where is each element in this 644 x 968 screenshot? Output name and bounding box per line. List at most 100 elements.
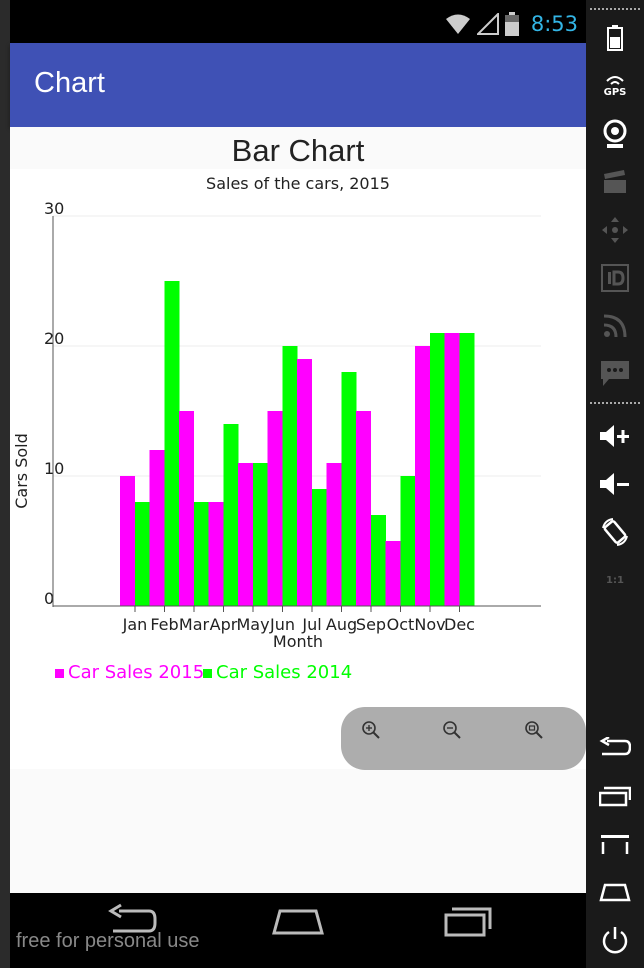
power-button[interactable] (586, 920, 644, 960)
wifi-icon (445, 14, 470, 34)
message-icon (601, 361, 629, 386)
volume-up-icon (600, 425, 629, 447)
cell-signal-icon (476, 13, 499, 35)
id-icon (601, 264, 629, 292)
top-divider (590, 8, 640, 10)
y-tick-label: 20 (44, 329, 64, 348)
middle-divider (590, 402, 640, 404)
chart-subtitle: Sales of the cars, 2015 (206, 174, 390, 193)
home-sidebar-icon (599, 883, 631, 902)
app-bar: Chart (10, 43, 586, 127)
chart-title: Bar Chart (232, 133, 365, 168)
rss-icon (603, 314, 627, 338)
bar-2014-apr (223, 424, 239, 606)
y-tick-labels: 0 10 20 30 (44, 199, 64, 608)
back-sidebar-button[interactable] (586, 728, 644, 768)
x-tick-label: Aug (326, 615, 357, 634)
home-icon[interactable] (270, 903, 326, 939)
zoom-controls (341, 707, 586, 770)
camera-button[interactable] (586, 114, 644, 154)
bar-chart: Bar Chart Sales of the cars, 2015 0 10 20 3… (10, 133, 586, 769)
dpad-button[interactable] (586, 210, 644, 250)
bar-2014-jul (312, 489, 327, 606)
y-tick-label: 0 (44, 589, 54, 608)
chart-content: Bar Chart Sales of the cars, 2015 0 10 20 3… (10, 127, 586, 893)
bar-2015-oct (385, 541, 401, 606)
back-icon[interactable] (105, 903, 157, 939)
status-icons: 8:53 (445, 5, 578, 43)
emulator-sidebar: GPS (586, 0, 644, 968)
bar-2014-may (253, 463, 268, 606)
zoom-reset-icon[interactable] (523, 719, 545, 741)
legend-swatch-2014 (203, 669, 212, 678)
bars-group (120, 281, 475, 606)
x-tick-label: Nov (414, 615, 445, 634)
rotate-icon (602, 518, 628, 546)
bar-2015-aug (326, 463, 342, 606)
power-icon (602, 927, 628, 954)
bar-2015-apr (208, 502, 224, 606)
zoom-in-icon[interactable] (360, 719, 382, 741)
scale-label: 1:1 (606, 574, 624, 586)
volume-down-button[interactable] (586, 464, 644, 504)
x-tick-label: Jan (122, 615, 148, 634)
legend-label-2015: Car Sales 2015 (68, 662, 204, 683)
emulator-screen: 8:53 Chart Bar Chart Sales of the cars, … (10, 0, 586, 968)
menu-sidebar-button[interactable] (586, 824, 644, 864)
app-title: Chart (34, 67, 105, 99)
gps-button[interactable]: GPS (586, 66, 644, 106)
y-tick-label: 10 (44, 459, 64, 478)
webcam-icon (603, 119, 627, 148)
x-tick-label: May (236, 615, 269, 634)
bar-2015-nov (415, 346, 430, 606)
x-tick-label: Dec (444, 615, 475, 634)
menu-icon (601, 835, 629, 854)
recents-sidebar-button[interactable] (586, 776, 644, 816)
bar-2014-mar (194, 502, 209, 606)
x-tick-label: Oct (387, 615, 415, 634)
bar-2014-jun (282, 346, 298, 606)
gps-label: GPS (603, 86, 627, 98)
bar-2014-jan (135, 502, 150, 606)
status-bar: 8:53 (10, 5, 586, 43)
device-id-button[interactable] (586, 258, 644, 298)
legend-swatch-2015 (55, 669, 64, 678)
volume-up-button[interactable] (586, 416, 644, 456)
y-tick-label: 30 (44, 199, 64, 218)
bar-2015-sep (356, 411, 371, 606)
bar-2014-sep (371, 515, 386, 606)
battery-tool-button[interactable] (586, 18, 644, 58)
bar-2015-jun (267, 411, 283, 606)
bar-2015-mar (179, 411, 194, 606)
legend: Car Sales 2015 Car Sales 2014 (55, 662, 352, 683)
bar-2014-oct (400, 476, 416, 606)
screencast-button[interactable] (586, 162, 644, 202)
y-axis-label: Cars Sold (12, 433, 31, 509)
x-tick-label: Feb (150, 615, 178, 634)
clapperboard-icon (604, 170, 626, 193)
scale-button[interactable]: 1:1 (586, 560, 644, 600)
x-axis-label: Month (273, 632, 323, 651)
x-tick-label: Jun (269, 615, 295, 634)
legend-label-2014: Car Sales 2014 (216, 662, 352, 683)
x-tick-label: Sep (356, 615, 386, 634)
battery-icon (504, 12, 519, 36)
recent-apps-icon[interactable] (442, 903, 494, 939)
bar-2014-nov (430, 333, 445, 606)
bar-2014-feb (164, 281, 180, 606)
sms-button[interactable] (586, 354, 644, 394)
zoom-out-icon[interactable] (441, 719, 463, 741)
bar-2014-aug (341, 372, 357, 606)
network-button[interactable] (586, 306, 644, 346)
dpad-icon (602, 217, 628, 243)
battery-tool-icon (607, 25, 623, 51)
watermark-text: free for personal use (16, 930, 200, 952)
ide-background-strip (0, 0, 10, 968)
rotate-button[interactable] (586, 512, 644, 552)
bar-2015-jul (297, 359, 312, 606)
bar-2015-may (238, 463, 253, 606)
bar-2015-feb (149, 450, 165, 606)
bar-2015-jan (120, 476, 135, 606)
home-sidebar-button[interactable] (586, 872, 644, 912)
